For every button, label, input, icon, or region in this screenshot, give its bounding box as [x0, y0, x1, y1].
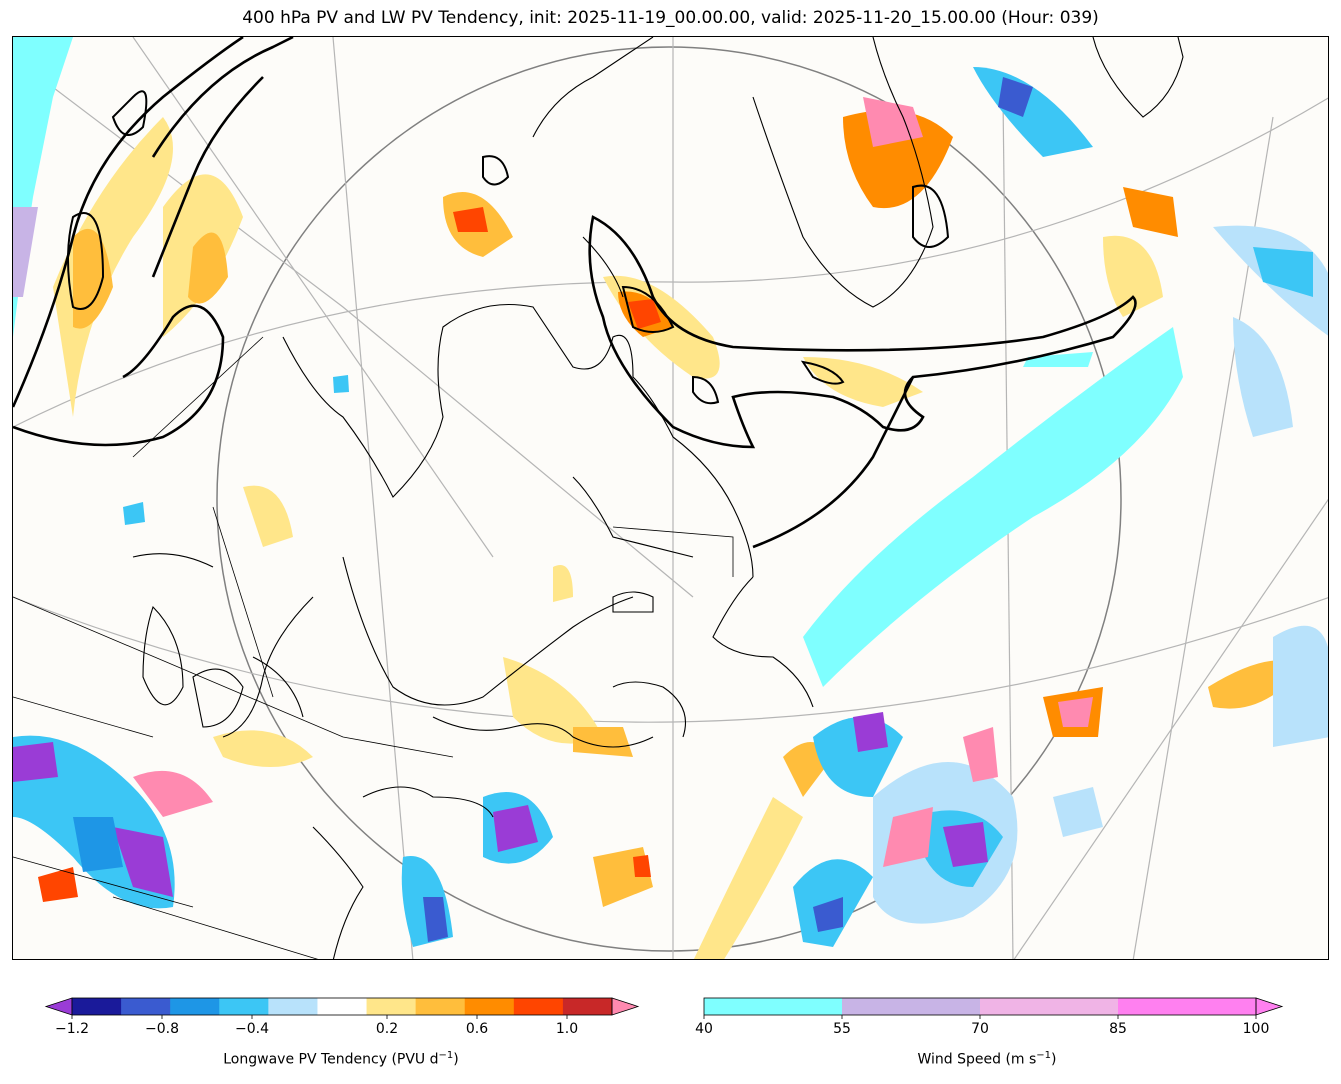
- pv-color-bin: [72, 998, 122, 1015]
- pv-color-bin: [513, 998, 564, 1015]
- pv-extend-high: [611, 997, 640, 1016]
- wind-color-bin: [980, 998, 1119, 1015]
- wind-speed-shading: [13, 37, 1183, 687]
- wind-tick-label: 40: [695, 1021, 713, 1037]
- coastlines: [132, 37, 1184, 959]
- pv-colorbar-outline: [71, 997, 613, 1016]
- reference-circle: [216, 46, 1122, 952]
- pv-colorbar-swatches: [44, 997, 640, 1019]
- map-panel[interactable]: [12, 36, 1329, 960]
- wind-extend-high: [1255, 997, 1284, 1016]
- pv-color-bin: [464, 998, 515, 1015]
- pv-tendency-colorbar: −1.2 −0.8 −0.4 0.2 0.6 1.0 Longwave PV Tenden…: [0, 990, 660, 1080]
- pv-color-bin: [170, 998, 220, 1015]
- pv-tick-label: 0.2: [375, 1021, 399, 1037]
- pv-color-bin: [562, 998, 613, 1015]
- pv-color-bin: [268, 998, 318, 1015]
- wind-colorbar-swatches: [703, 997, 1284, 1019]
- wind-colorbar-label: Wind Speed (m s−1): [917, 1050, 1057, 1068]
- pv-tick-label: 0.6: [465, 1021, 489, 1037]
- wind-color-bin: [842, 998, 981, 1015]
- negative-tendency-shading: [13, 67, 1328, 947]
- pv-color-bin: [219, 998, 269, 1015]
- pv-tick-label: −1.2: [55, 1021, 89, 1037]
- pv-color-bin: [121, 998, 171, 1015]
- pv-color-bin: [317, 998, 368, 1015]
- pv-tick-label: 1.0: [555, 1021, 579, 1037]
- pv-colorbar-label: Longwave PV Tendency (PVU d−1): [223, 1050, 459, 1068]
- wind-speed-colorbar: 40 55 70 85 100 Wind Speed (m s−1): [660, 990, 1341, 1080]
- wind-color-bin: [1118, 998, 1257, 1015]
- figure-title: 400 hPa PV and LW PV Tendency, init: 202…: [242, 8, 1099, 28]
- wind-tick-label: 55: [833, 1021, 851, 1037]
- wind-color-bin: [704, 998, 843, 1015]
- wind-tick-label: 100: [1242, 1021, 1270, 1037]
- pv-extend-low: [44, 997, 73, 1016]
- positive-tendency-shading: [38, 97, 1303, 959]
- pv-color-bin: [366, 998, 417, 1015]
- map-canvas: [13, 37, 1328, 959]
- pv-tick-label: −0.8: [145, 1021, 179, 1037]
- pv-tick-label: −0.4: [235, 1021, 269, 1037]
- wind-tick-label: 85: [1109, 1021, 1127, 1037]
- political-borders: [13, 336, 734, 959]
- pv-contours: [13, 37, 1137, 549]
- wind-tick-label: 70: [971, 1021, 989, 1037]
- pv-color-bin: [415, 998, 466, 1015]
